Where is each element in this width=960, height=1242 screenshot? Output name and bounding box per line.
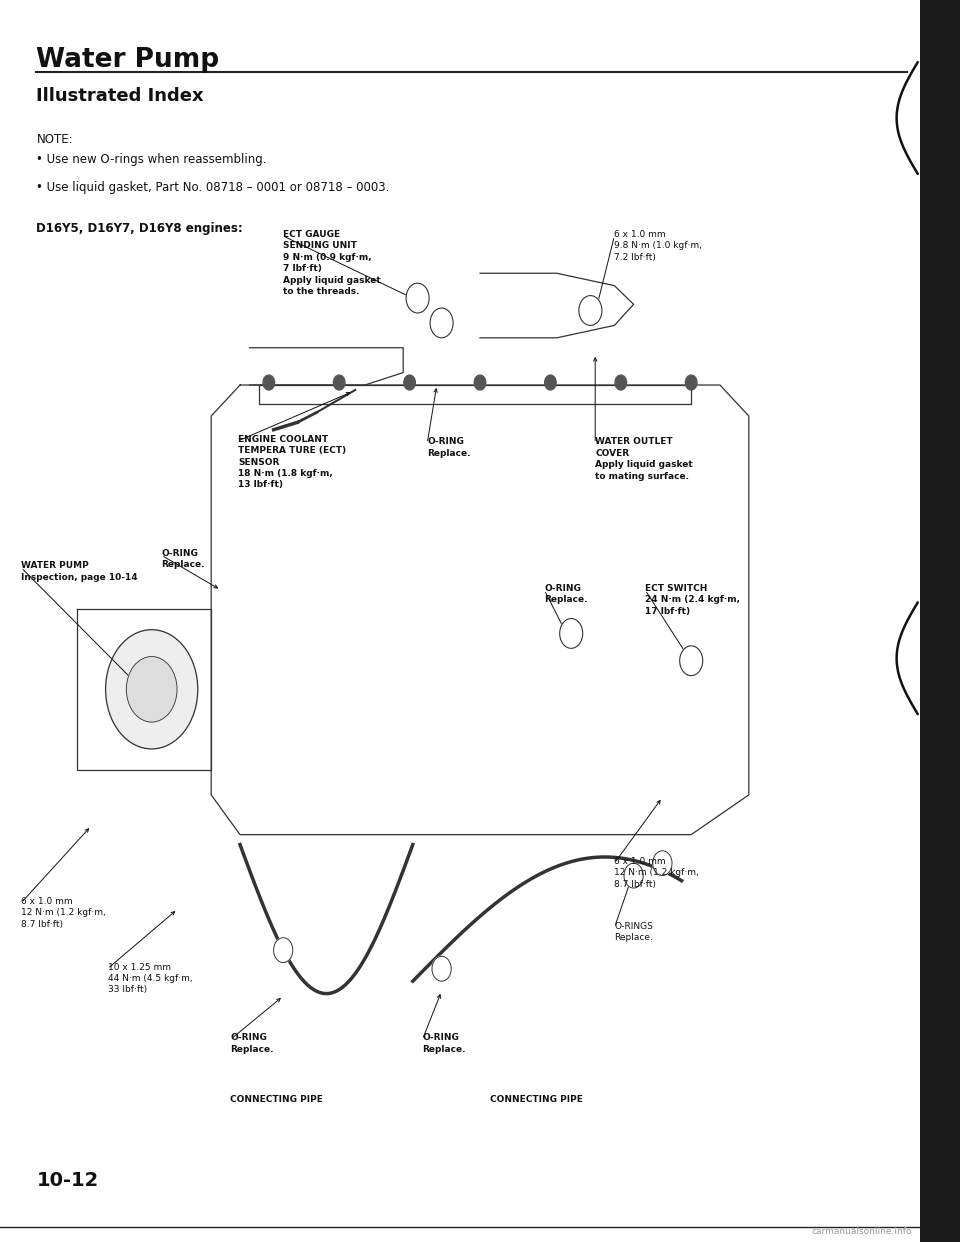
Circle shape xyxy=(430,308,453,338)
Text: 6 x 1.0 mm
9.8 N·m (1.0 kgf·m,
7.2 lbf·ft): 6 x 1.0 mm 9.8 N·m (1.0 kgf·m, 7.2 lbf·f… xyxy=(614,230,703,262)
Circle shape xyxy=(615,375,627,390)
Text: 6 x 1.0 mm
12 N·m (1.2 kgf·m,
8.7 lbf·ft): 6 x 1.0 mm 12 N·m (1.2 kgf·m, 8.7 lbf·ft… xyxy=(614,857,699,889)
Text: 10 x 1.25 mm
44 N·m (4.5 kgf·m,
33 lbf·ft): 10 x 1.25 mm 44 N·m (4.5 kgf·m, 33 lbf·f… xyxy=(108,963,192,995)
Text: CONNECTING PIPE: CONNECTING PIPE xyxy=(230,1095,324,1104)
Circle shape xyxy=(432,956,451,981)
Text: 6 x 1.0 mm
12 N·m (1.2 kgf·m,
8.7 lbf·ft): 6 x 1.0 mm 12 N·m (1.2 kgf·m, 8.7 lbf·ft… xyxy=(21,897,106,929)
Text: NOTE:: NOTE: xyxy=(36,133,73,145)
Circle shape xyxy=(333,375,345,390)
Circle shape xyxy=(624,863,643,888)
Circle shape xyxy=(106,630,198,749)
Text: Water Pump: Water Pump xyxy=(36,47,220,73)
Text: ECT SWITCH
24 N·m (2.4 kgf·m,
17 lbf·ft): ECT SWITCH 24 N·m (2.4 kgf·m, 17 lbf·ft) xyxy=(645,584,740,616)
Circle shape xyxy=(474,375,486,390)
Text: O-RING
Replace.: O-RING Replace. xyxy=(422,1033,466,1053)
Text: O-RINGS
Replace.: O-RINGS Replace. xyxy=(614,922,653,941)
Text: ECT GAUGE
SENDING UNIT
9 N·m (0.9 kgf·m,
7 lbf·ft)
Apply liquid gasket
to the th: ECT GAUGE SENDING UNIT 9 N·m (0.9 kgf·m,… xyxy=(283,230,381,296)
Text: O-RING
Replace.: O-RING Replace. xyxy=(427,437,470,457)
Bar xyxy=(920,0,960,1242)
Text: WATER OUTLET
COVER
Apply liquid gasket
to mating surface.: WATER OUTLET COVER Apply liquid gasket t… xyxy=(595,437,693,481)
Text: • Use liquid gasket, Part No. 08718 – 0001 or 08718 – 0003.: • Use liquid gasket, Part No. 08718 – 00… xyxy=(36,181,390,194)
Circle shape xyxy=(680,646,703,676)
Circle shape xyxy=(263,375,275,390)
Circle shape xyxy=(404,375,416,390)
Circle shape xyxy=(579,296,602,325)
Circle shape xyxy=(127,657,177,722)
Circle shape xyxy=(560,619,583,648)
Text: carmanualsonline.info: carmanualsonline.info xyxy=(811,1227,912,1236)
Circle shape xyxy=(544,375,556,390)
Text: 10-12: 10-12 xyxy=(36,1171,99,1190)
Circle shape xyxy=(653,851,672,876)
Text: Illustrated Index: Illustrated Index xyxy=(36,87,204,104)
Text: • Use new O-rings when reassembling.: • Use new O-rings when reassembling. xyxy=(36,153,267,165)
Text: ENGINE COOLANT
TEMPERA TURE (ECT)
SENSOR
18 N·m (1.8 kgf·m,
13 lbf·ft): ENGINE COOLANT TEMPERA TURE (ECT) SENSOR… xyxy=(238,435,347,489)
Circle shape xyxy=(685,375,697,390)
Text: D16Y5, D16Y7, D16Y8 engines:: D16Y5, D16Y7, D16Y8 engines: xyxy=(36,222,243,235)
Circle shape xyxy=(274,938,293,963)
Circle shape xyxy=(406,283,429,313)
Text: O-RING
Replace.: O-RING Replace. xyxy=(230,1033,274,1053)
Text: WATER PUMP
Inspection, page 10-14: WATER PUMP Inspection, page 10-14 xyxy=(21,561,137,581)
Text: O-RING
Replace.: O-RING Replace. xyxy=(544,584,588,604)
Text: CONNECTING PIPE: CONNECTING PIPE xyxy=(490,1095,583,1104)
Text: O-RING
Replace.: O-RING Replace. xyxy=(161,549,204,569)
